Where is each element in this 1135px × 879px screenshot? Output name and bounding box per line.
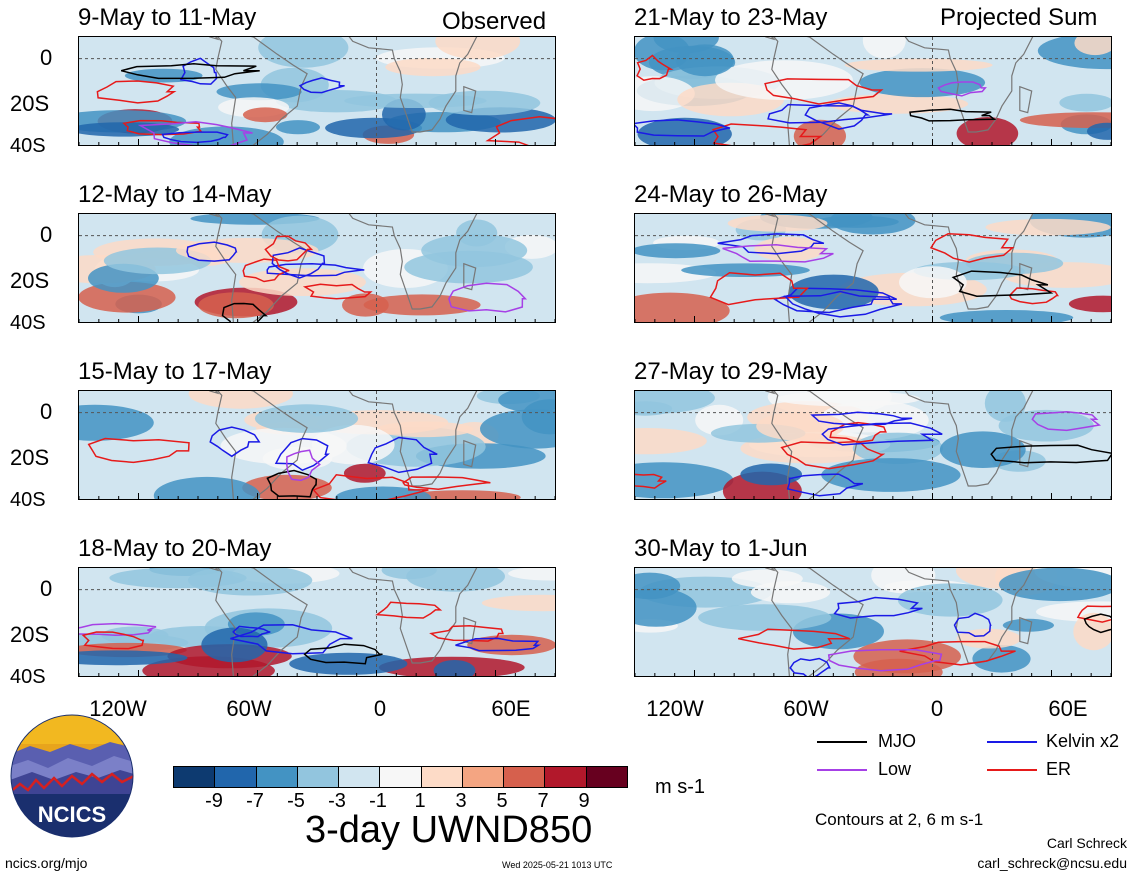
map-panel-right-1 <box>634 36 1112 146</box>
lat-tick-20s-row3: 20S <box>10 445 50 470</box>
colorbar-swatch <box>503 767 545 787</box>
legend-kelvin-line <box>987 741 1037 743</box>
figure-title: 3-day UWND850 <box>305 809 593 851</box>
map-canvas <box>79 214 555 322</box>
legend-low: Low <box>878 759 912 779</box>
lon-tick-120w-right: 120W <box>646 696 704 721</box>
colorbar <box>173 766 628 788</box>
lat-tick-20s-row2: 20S <box>10 268 50 293</box>
panel-title-left-2: 12-May to 14-May <box>78 181 272 208</box>
timestamp: Wed 2025-05-21 1013 UTC <box>502 860 613 870</box>
panel-title-right-4: 30-May to 1-Jun <box>634 535 808 562</box>
legend-low-line <box>817 769 867 771</box>
map-panel-left-4 <box>78 567 556 677</box>
colorbar-label-neg3: -3 <box>328 790 346 812</box>
map-canvas <box>635 568 1111 676</box>
legend-er-line <box>987 769 1037 771</box>
colorbar-label-1: 1 <box>414 790 426 812</box>
colorbar-label-9: 9 <box>578 790 590 812</box>
lat-tick-0-row1: 0 <box>40 45 53 70</box>
map-canvas <box>635 391 1111 499</box>
colorbar-label-neg5: -5 <box>287 790 305 812</box>
panel-title-left-4: 18-May to 20-May <box>78 535 272 562</box>
panel-title-right-1: 21-May to 23-May <box>634 4 828 31</box>
panel-title-right-3: 27-May to 29-May <box>634 358 828 385</box>
map-panel-left-1 <box>78 36 556 146</box>
colorbar-label-5: 5 <box>496 790 508 812</box>
colorbar-swatch <box>461 767 504 787</box>
map-canvas <box>79 568 555 676</box>
lon-tick-0-right: 0 <box>930 696 944 721</box>
colorbar-swatch <box>544 767 586 787</box>
colorbar-swatch <box>379 767 421 787</box>
map-canvas <box>635 214 1111 322</box>
panel-title-right-2: 24-May to 26-May <box>634 181 828 208</box>
lat-tick-0-row3: 0 <box>40 399 53 424</box>
colorbar-swatch <box>174 767 215 787</box>
projected-sum-label: Projected Sum <box>940 4 1098 31</box>
map-canvas <box>79 37 555 145</box>
colorbar-swatch <box>420 767 462 787</box>
map-canvas <box>79 391 555 499</box>
colorbar-swatch <box>255 767 297 787</box>
author: Carl Schreck <box>1046 835 1127 851</box>
colorbar-label-neg1: -1 <box>369 790 387 812</box>
legend-mjo: MJO <box>878 731 916 751</box>
panel-title-left-3: 15-May to 17-May <box>78 358 272 385</box>
lon-tick-120w-left: 120W <box>89 696 147 721</box>
observed-label: Observed <box>442 8 547 35</box>
colorbar-label-neg9: -9 <box>205 790 223 812</box>
colorbar-units: m s-1 <box>655 776 705 798</box>
colorbar-swatch <box>214 767 256 787</box>
lon-tick-0-left: 0 <box>373 696 387 721</box>
colorbar-label-neg7: -7 <box>246 790 264 812</box>
colorbar-label-3: 3 <box>455 790 467 812</box>
colorbar-label-7: 7 <box>537 790 549 812</box>
lat-tick-20s-row1: 20S <box>10 91 50 116</box>
map-panel-left-2 <box>78 213 556 323</box>
map-panel-right-4 <box>634 567 1112 677</box>
lat-tick-0-row4: 0 <box>40 576 53 601</box>
legend-kelvin: Kelvin x2 <box>1046 731 1120 751</box>
author-email[interactable]: carl_schreck@ncsu.edu <box>977 855 1127 871</box>
lon-tick-60e-left: 60E <box>491 696 531 721</box>
map-canvas <box>635 37 1111 145</box>
lon-tick-60w-right: 60W <box>783 696 829 721</box>
lon-tick-60w-left: 60W <box>226 696 272 721</box>
panel-title-left-1: 9-May to 11-May <box>78 4 257 31</box>
legend-er: ER <box>1046 759 1072 779</box>
lat-tick-20s-row4: 20S <box>10 622 50 647</box>
lat-tick-40s-row2: 40S <box>10 312 46 334</box>
map-panel-right-2 <box>634 213 1112 323</box>
lat-tick-0-row2: 0 <box>40 222 53 247</box>
ncics-logo-graphic: NCICS <box>10 714 134 838</box>
lat-tick-40s-row3: 40S <box>10 489 46 511</box>
ncics-logo: NCICS <box>10 714 134 838</box>
colorbar-swatch <box>296 767 339 787</box>
lat-tick-40s-row4: 40S <box>10 666 46 688</box>
map-panel-left-3 <box>78 390 556 500</box>
legend-mjo-line <box>817 741 867 743</box>
contours-note: Contours at 2, 6 m s-1 <box>815 810 984 829</box>
colorbar-swatch <box>338 767 380 787</box>
map-panel-right-3 <box>634 390 1112 500</box>
colorbar-swatch <box>585 767 627 787</box>
ncics-logo-text: NCICS <box>38 802 106 827</box>
lon-tick-60e-right: 60E <box>1048 696 1088 721</box>
site-link[interactable]: ncics.org/mjo <box>5 855 88 871</box>
lat-tick-40s-row1: 40S <box>10 135 46 157</box>
